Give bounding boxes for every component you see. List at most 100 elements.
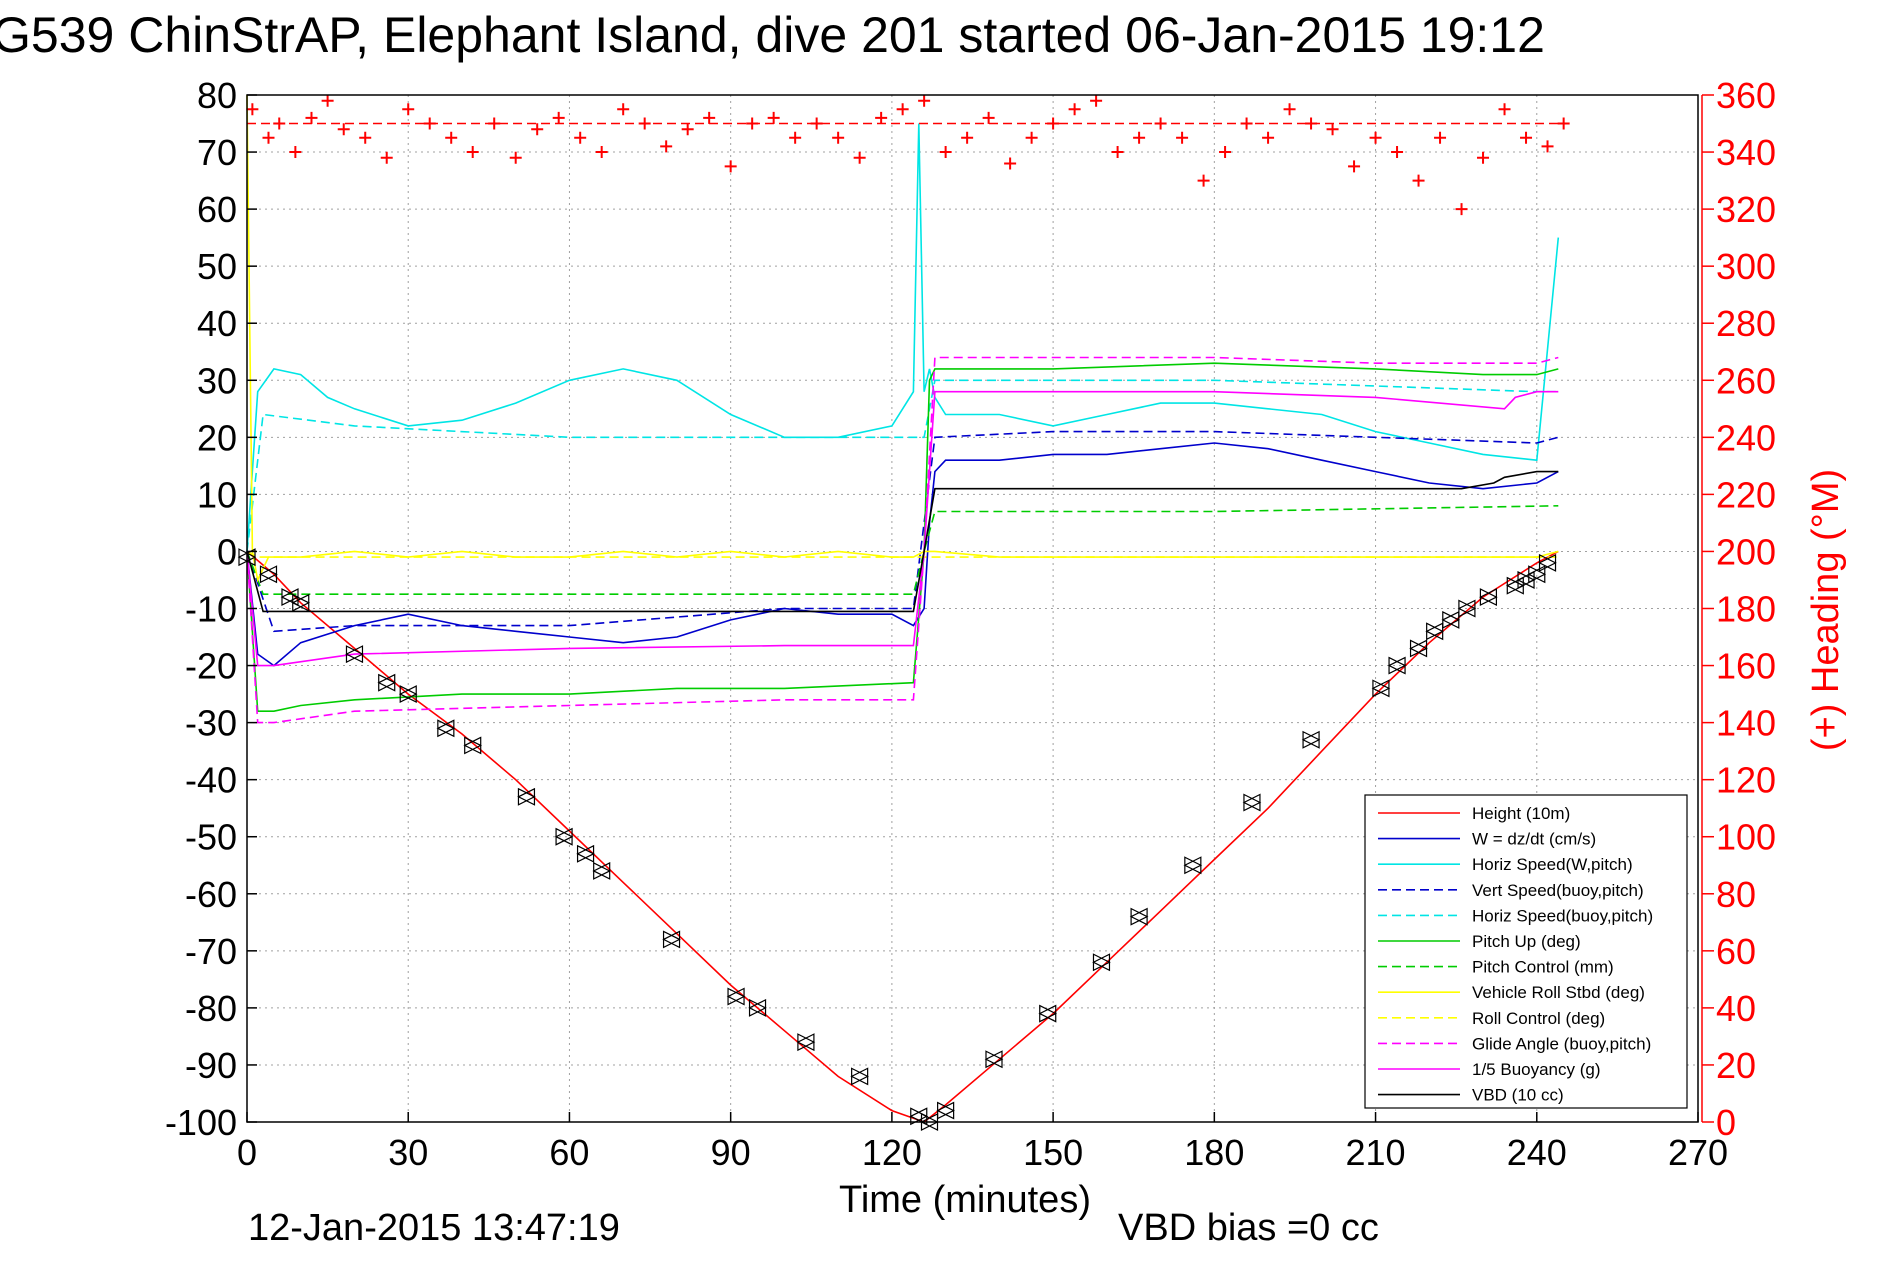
x-tick-label: 120 [862,1132,922,1173]
heading-point [939,146,952,159]
heading-point [1305,117,1318,130]
x-axis-label: Time (minutes) [839,1179,1091,1221]
heading-point [423,117,436,130]
heading-point [1369,131,1382,144]
footer-vbd-bias: VBD bias =0 cc [1118,1207,1379,1249]
heading-point [1219,146,1232,159]
depth-marker [1538,553,1557,572]
depth-marker [1479,588,1498,607]
x-tick-label: 180 [1184,1132,1244,1173]
x-tick-label: 30 [388,1132,428,1173]
heading-point [660,140,673,153]
legend-entry-label: Vert Speed(buoy,pitch) [1472,881,1644,900]
heading-point [1498,103,1511,116]
depth-marker [850,1067,869,1086]
y-right-tick-label: 340 [1716,132,1776,173]
depth-marker [592,861,612,880]
heading-point [402,103,415,116]
y-tick-label: 80 [197,75,237,116]
depth-marker [1387,656,1407,675]
y-right-tick-label: 0 [1716,1102,1736,1143]
heading-point [1412,174,1425,187]
depth-marker [463,736,483,755]
depth-marker [984,1050,1004,1069]
legend-entry-label: Glide Angle (buoy,pitch) [1472,1034,1651,1053]
legend-entry-label: 1/5 Buoyancy (g) [1472,1060,1601,1079]
heading-point [509,151,522,164]
heading-point [1068,103,1081,116]
heading-point [1434,131,1447,144]
y-right-tick-label: 140 [1716,703,1776,744]
heading-point [337,123,350,136]
depth-marker [291,593,311,612]
x-tick-label: 270 [1668,1132,1728,1173]
heading-point [552,111,565,124]
y-tick-label: 70 [197,132,237,173]
footer-date: 12-Jan-2015 13:47:19 [248,1207,620,1249]
heading-point [1090,94,1103,107]
depth-marker [936,1101,955,1120]
depth-marker [1301,730,1321,749]
depth-marker [1527,565,1547,584]
series-line [246,390,1559,667]
series-line [246,550,1559,558]
series-line [246,505,1559,596]
heading-point [1391,146,1404,159]
heading-point [1557,117,1570,130]
y-tick-label: -60 [185,874,237,915]
y-tick-label: 20 [197,417,237,458]
heading-point [359,131,372,144]
heading-point [1262,131,1275,144]
y-tick-label: 0 [217,531,237,572]
heading-point [1004,157,1017,170]
heading-point [1154,117,1167,130]
markers-layer [237,94,1570,1131]
x-tick-label: 60 [549,1132,589,1173]
heading-point [1197,174,1210,187]
heading-point [896,103,909,116]
depth-marker [436,719,456,738]
heading-point [273,117,286,130]
depth-marker [1409,639,1428,658]
x-tick-label: 150 [1023,1132,1083,1173]
y-tick-label: -30 [185,703,237,744]
y-right-tick-label: 240 [1716,417,1776,458]
series-line [246,430,1559,633]
depth-marker [1183,856,1203,875]
y-tick-label: 40 [197,303,237,344]
y-right-tick-label: 40 [1716,988,1756,1029]
depth-marker [1038,1004,1058,1023]
y-right-tick-label: 320 [1716,189,1776,230]
heading-point [574,131,587,144]
depth-marker [1516,571,1536,589]
legend-entry-label: Horiz Speed(buoy,pitch) [1472,906,1653,925]
grid [247,95,1698,1122]
heading-point [531,123,544,136]
series-line [246,356,1559,724]
y-right-tick-label: 80 [1716,874,1756,915]
left-axis: 80 70 60 50 40 30 20 10 0 -10 -20 -30 -40 -50 -60 -70 -8… [165,75,257,1143]
depth-marker [796,1033,816,1052]
heading-point [875,111,888,124]
x-tick-label: 0 [237,1132,257,1173]
y-tick-label: -50 [185,817,237,858]
series-line [246,94,1559,583]
depth-marker [1092,953,1111,972]
depth-marker [1129,907,1149,926]
heading-point [703,111,716,124]
depth-marker [554,827,574,846]
y-tick-label: 50 [197,246,237,287]
heading-point [617,103,630,116]
depth-marker [398,685,418,704]
legend: Height (10m) W = dz/dt (cm/s) Horiz Speed(… [1364,794,1688,1109]
depth-marker [662,930,681,949]
legend-entry-label: Pitch Up (deg) [1472,932,1581,951]
right-axis: 3603403203002802602402202001801601401201… [1701,75,1776,1143]
y-right-tick-label: 60 [1716,931,1756,972]
y-right-tick-label: 20 [1716,1045,1756,1086]
heading-point [321,94,334,107]
series-line [246,470,1559,613]
heading-point [1047,117,1060,130]
heading-point [305,111,318,124]
